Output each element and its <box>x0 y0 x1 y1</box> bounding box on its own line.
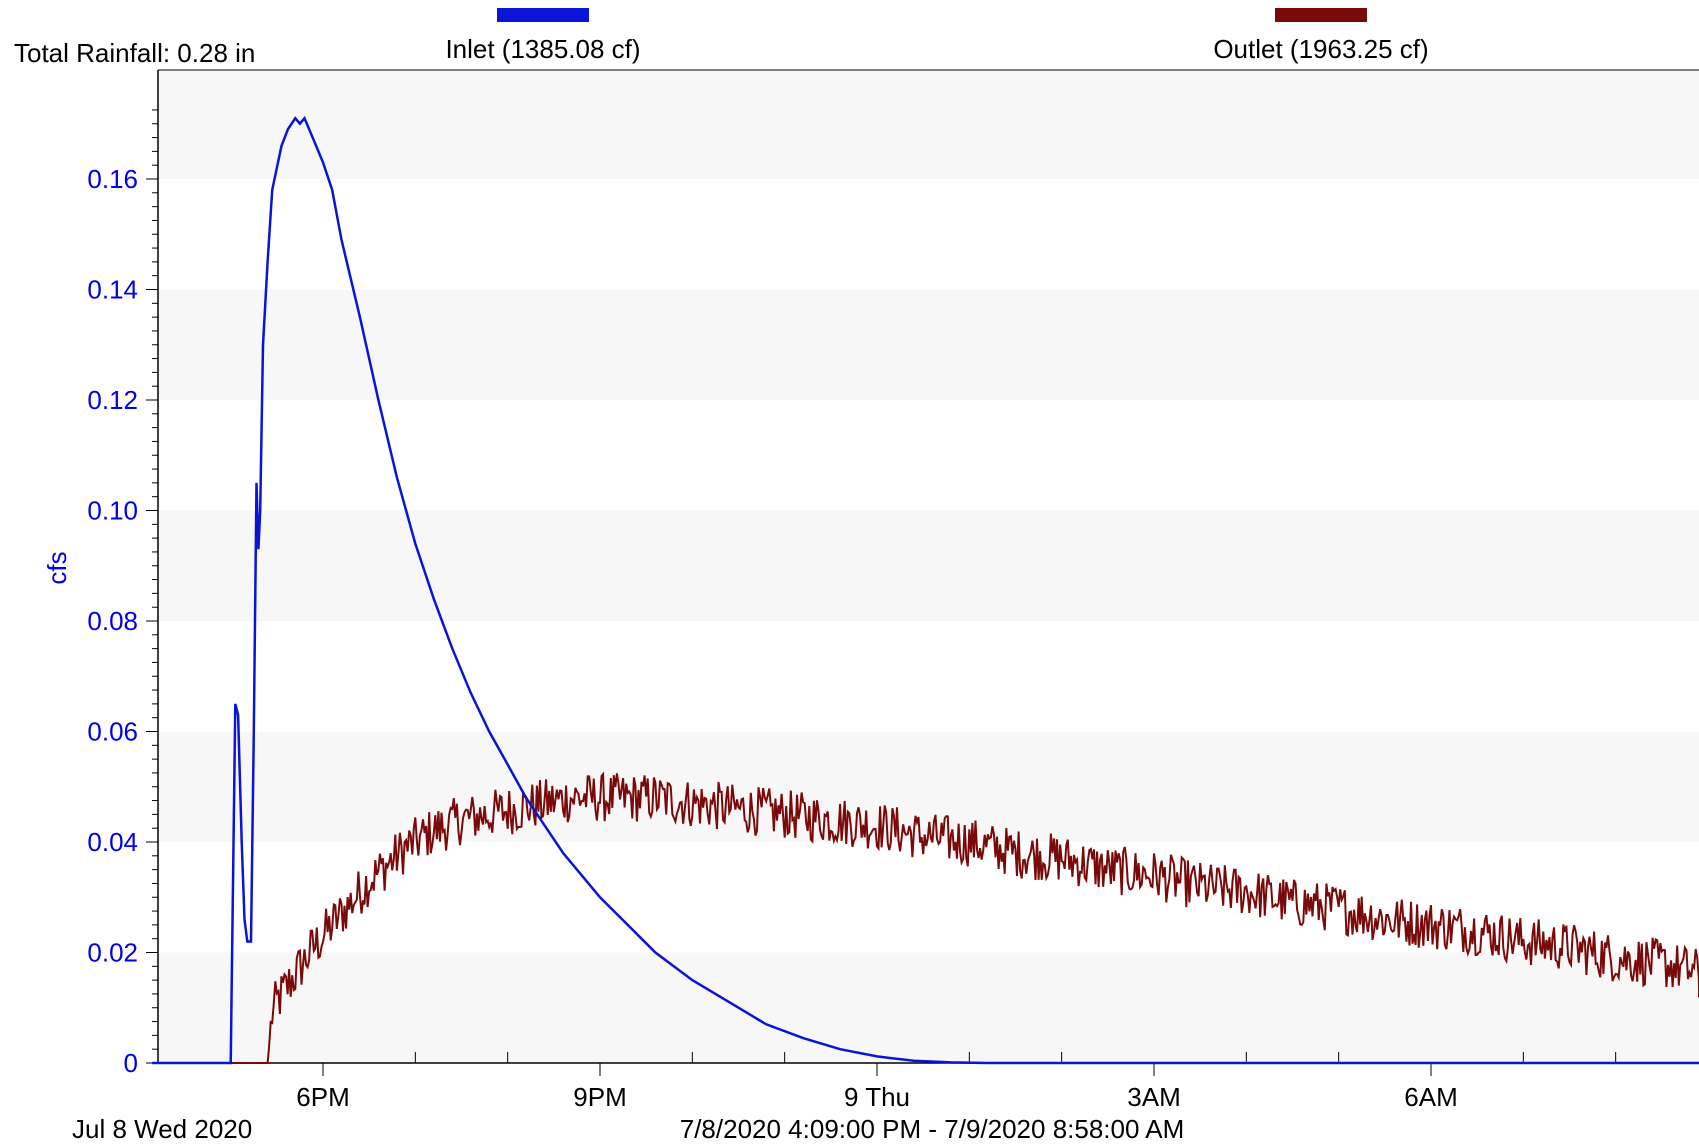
x-tick-label: 9PM <box>573 1082 626 1112</box>
total-rainfall-label: Total Rainfall: 0.28 in <box>14 38 255 68</box>
date-range-label: 7/8/2020 4:09:00 PM - 7/9/2020 8:58:00 A… <box>680 1114 1184 1144</box>
y-tick-label: 0.08 <box>87 606 138 636</box>
x-tick-label: 6AM <box>1404 1082 1457 1112</box>
y-axis-title: cfs <box>42 551 72 584</box>
y-tick-label: 0 <box>124 1048 138 1078</box>
legend-swatch-inlet <box>497 8 589 22</box>
y-tick-label: 0.04 <box>87 827 138 857</box>
background-bands <box>158 70 1699 1063</box>
y-tick-label: 0.02 <box>87 938 138 968</box>
legend-label-inlet: Inlet (1385.08 cf) <box>445 34 640 64</box>
background-band <box>158 510 1699 621</box>
legend-swatch-outlet <box>1275 8 1367 22</box>
y-tick-label: 0.16 <box>87 164 138 194</box>
y-tick-label: 0.10 <box>87 496 138 526</box>
start-date-label: Jul 8 Wed 2020 <box>72 1114 252 1144</box>
y-tick-label: 0.14 <box>87 275 138 305</box>
series-line-inlet <box>152 115 1699 1065</box>
x-tick-label: 6PM <box>296 1082 349 1112</box>
legend-label-outlet: Outlet (1963.25 cf) <box>1213 34 1428 64</box>
series-line-outlet <box>152 771 1699 1064</box>
x-axis-ticks: 6PM 9PM 9 Thu 3AM 6AM <box>230 1052 1617 1112</box>
y-tick-label: 0.06 <box>87 717 138 747</box>
x-tick-label: 9 Thu <box>844 1082 910 1112</box>
y-axis-ticks: 0 0.02 0.04 0.06 0.08 0.10 0.12 0.14 0.16 <box>87 109 158 1078</box>
background-band <box>158 70 1699 179</box>
x-tick-label: 3AM <box>1127 1082 1180 1112</box>
background-band <box>158 289 1699 400</box>
plot-area: 6PM 9PM 9 Thu 3AM 6AM 00.020.040.060.080.100… <box>87 69 1699 1112</box>
y-tick-label: 0.12 <box>87 385 138 415</box>
background-band <box>158 952 1699 1063</box>
